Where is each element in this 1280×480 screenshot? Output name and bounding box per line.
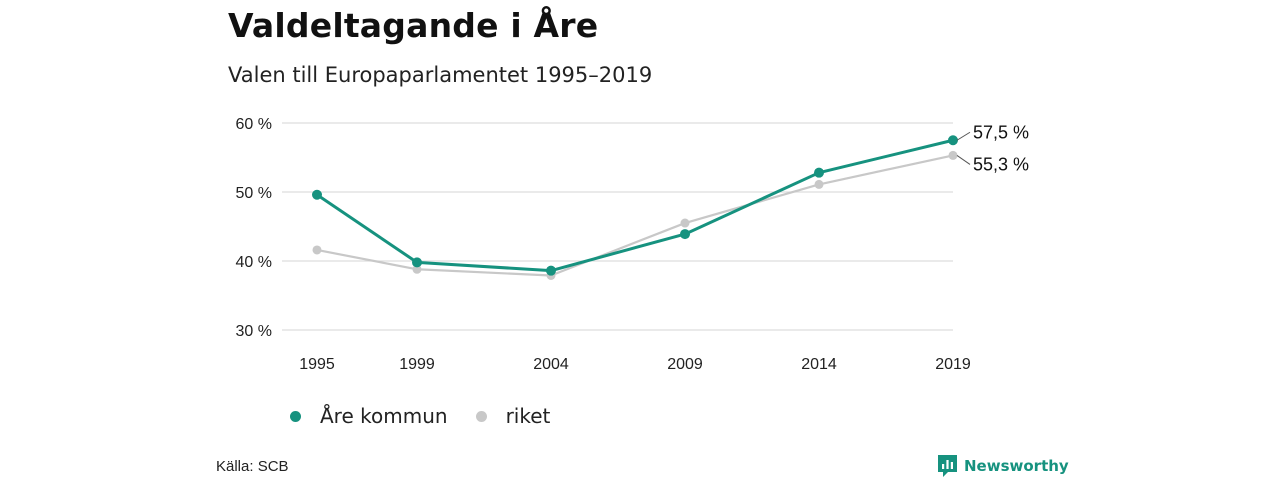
data-point-are: [680, 229, 690, 240]
y-tick-label: 50 %: [236, 185, 272, 202]
x-tick-label: 1995: [299, 356, 335, 373]
source-note: Källa: SCB: [216, 458, 289, 475]
newsworthy-logo-icon: [938, 455, 957, 477]
series-line-riket: [316, 154, 954, 277]
legend-marker-riket: [475, 410, 487, 422]
data-point-riket: [412, 264, 422, 274]
y-tick-label: 40 %: [236, 254, 272, 271]
end-label-riket: 55,3 %: [973, 154, 1029, 174]
chart-title: Valdeltagande i Åre: [228, 6, 599, 45]
chart-legend: Åre kommun riket: [290, 404, 578, 428]
legend-item-riket: riket: [475, 404, 551, 428]
y-tick-label: 60 %: [236, 116, 272, 133]
legend-item-are: Åre kommun: [290, 404, 448, 428]
data-point-riket: [948, 150, 958, 160]
series-line-are: [316, 138, 954, 273]
end-label-are: 57,5 %: [973, 122, 1029, 142]
data-point-riket: [680, 218, 690, 228]
y-tick-label: 30 %: [236, 323, 272, 340]
chart-subtitle: Valen till Europaparlamentet 1995–2019: [228, 63, 653, 87]
data-point-are: [312, 189, 322, 200]
data-point-are: [546, 265, 556, 276]
x-tick-label: 2009: [667, 356, 703, 373]
data-point-riket: [814, 179, 824, 189]
end-label-leader-riket: [956, 155, 971, 165]
legend-label-are: Åre kommun: [320, 404, 448, 428]
data-point-are: [412, 257, 422, 268]
legend-marker-are: [290, 410, 301, 422]
end-label-leader-are: [956, 131, 971, 141]
data-point-are: [948, 135, 958, 146]
brand-logo: Newsworthy: [938, 455, 1069, 477]
data-point-are: [814, 167, 824, 178]
brand-name: Newsworthy: [964, 457, 1069, 475]
x-tick-label: 2019: [935, 356, 971, 373]
legend-label-riket: riket: [505, 404, 551, 428]
x-tick-label: 2014: [801, 356, 837, 373]
data-point-riket: [312, 245, 322, 255]
x-tick-label: 2004: [533, 356, 569, 373]
x-tick-label: 1999: [399, 356, 435, 373]
